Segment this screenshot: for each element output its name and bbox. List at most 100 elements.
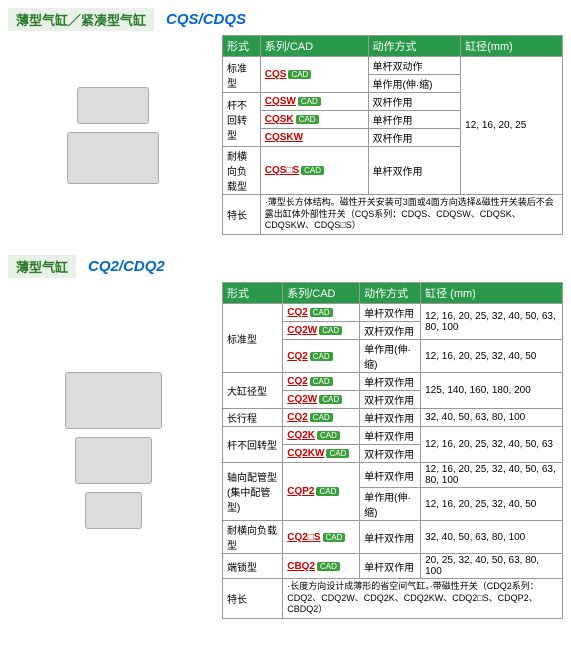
cell-series: CQSKW	[260, 129, 368, 147]
cell-feature-text: ·薄型长方体结构。磁性开关安装可3面或4面方向选择&磁性开关装后不会露出缸体外部…	[260, 195, 562, 235]
th-series: 系列/CAD	[283, 283, 360, 304]
cad-badge-icon[interactable]: CAD	[317, 431, 340, 440]
cad-badge-icon[interactable]: CAD	[317, 562, 340, 571]
table-row: 轴向配管型 (集中配管型) CQP2CAD 单杆双作用 12, 16, 20, …	[223, 463, 563, 488]
cell-series: CQS□SCAD	[260, 147, 368, 195]
spec-table-cqs: 形式 系列/CAD 动作方式 缸径(mm) 标准型 CQSCAD 单杆双动作 1…	[222, 35, 563, 235]
cad-badge-icon[interactable]: CAD	[323, 533, 346, 542]
series-link[interactable]: CQ2K	[287, 430, 315, 441]
cell-bore: 32, 40, 50, 63, 80, 100	[421, 521, 563, 554]
series-link[interactable]: CQ2	[287, 351, 308, 362]
cad-badge-icon[interactable]: CAD	[301, 166, 324, 175]
cell-action: 单杆双动作	[368, 57, 461, 75]
cell-series: CQ2KWCAD	[283, 445, 360, 463]
cell-action: 单作用(伸·缩)	[368, 75, 461, 93]
th-bore: 缸径 (mm)	[421, 283, 563, 304]
cell-series: CQ2WCAD	[283, 322, 360, 340]
cell-series: CQ2CAD	[283, 409, 360, 427]
cell-series: CQ2WCAD	[283, 391, 360, 409]
table-row-feature: 特长 ·薄型长方体结构。磁性开关安装可3面或4面方向选择&磁性开关装后不会露出缸…	[223, 195, 563, 235]
cell-action: 单作用(伸·缩)	[360, 340, 421, 373]
cad-badge-icon[interactable]: CAD	[319, 395, 342, 404]
series-link[interactable]: CQ2□S	[287, 532, 320, 543]
table-row: 长行程 CQ2CAD 单杆双作用 32, 40, 50, 63, 80, 100	[223, 409, 563, 427]
product-image-cq2	[8, 282, 218, 619]
cad-badge-icon[interactable]: CAD	[310, 352, 333, 361]
table-row: 杆不回转型 CQ2KCAD 单杆双作用 12, 16, 20, 25, 32, …	[223, 427, 563, 445]
cell-series: CBQ2CAD	[283, 554, 360, 579]
cell-bore: 20, 25, 32, 40, 50, 63, 80, 100	[421, 554, 563, 579]
series-link[interactable]: CQS	[265, 69, 287, 80]
cell-bore: 12, 16, 20, 25, 32, 40, 50, 63, 80, 100	[421, 304, 563, 340]
th-form: 形式	[223, 36, 261, 57]
cell-feature-label: 特长	[223, 195, 261, 235]
cell-action: 单杆双作用	[360, 304, 421, 322]
table-row: 端锁型 CBQ2CAD 单杆双作用 20, 25, 32, 40, 50, 63…	[223, 554, 563, 579]
table-row: 耐横向负载型 CQ2□SCAD 单杆双作用 32, 40, 50, 63, 80…	[223, 521, 563, 554]
cell-feature-text: ·长度方向设计成薄形的省空间气缸。·带磁性开关（CDQ2系列：CDQ2、CDQ2…	[283, 579, 563, 619]
cell-form: 杆不回转型	[223, 93, 261, 147]
cell-form: 端锁型	[223, 554, 283, 579]
cell-form: 耐横向负载型	[223, 521, 283, 554]
cad-badge-icon[interactable]: CAD	[288, 70, 311, 79]
series-link[interactable]: CQSK	[265, 114, 294, 125]
cell-form: 大缸径型	[223, 373, 283, 409]
cell-bore: 12, 16, 20, 25, 32, 40, 50	[421, 340, 563, 373]
section-cq2: 薄型气缸 CQ2/CDQ2 形式 系列/CAD 动作方式 缸径 (mm) 标准型…	[8, 255, 563, 619]
table-row: 标准型 CQSCAD 单杆双动作 12, 16, 20, 25	[223, 57, 563, 75]
table-row: 标准型 CQ2CAD 单杆双作用 12, 16, 20, 25, 32, 40,…	[223, 304, 563, 322]
series-link[interactable]: CQS□S	[265, 165, 299, 176]
section-cqs: 薄型气缸／紧凑型气缸 CQS/CDQS 形式 系列/CAD 动作方式 缸径(mm…	[8, 8, 563, 235]
cell-action: 单杆双作用	[360, 521, 421, 554]
section-model: CQS/CDQS	[166, 11, 246, 28]
cell-action: 单杆双作用	[360, 373, 421, 391]
cell-form: 轴向配管型 (集中配管型)	[223, 463, 283, 521]
cell-series: CQ2CAD	[283, 340, 360, 373]
cell-series: CQSCAD	[260, 57, 368, 93]
cell-action: 单杆作用	[368, 111, 461, 129]
cell-action: 双杆作用	[368, 129, 461, 147]
series-link[interactable]: CQSW	[265, 96, 296, 107]
cad-badge-icon[interactable]: CAD	[298, 97, 321, 106]
table-row-feature: 特长 ·长度方向设计成薄形的省空间气缸。·带磁性开关（CDQ2系列：CDQ2、C…	[223, 579, 563, 619]
cell-action: 单杆双作用	[360, 463, 421, 488]
series-link[interactable]: CQ2	[287, 307, 308, 318]
cell-series: CQSWCAD	[260, 93, 368, 111]
cad-badge-icon[interactable]: CAD	[310, 308, 333, 317]
cad-badge-icon[interactable]: CAD	[296, 115, 319, 124]
section-header: 薄型气缸 CQ2/CDQ2	[8, 255, 563, 278]
cad-badge-icon[interactable]: CAD	[316, 487, 339, 496]
cell-series: CQ2□SCAD	[283, 521, 360, 554]
cell-action: 单杆双作用	[368, 147, 461, 195]
series-link[interactable]: CQ2W	[287, 325, 317, 336]
cell-form: 长行程	[223, 409, 283, 427]
series-link[interactable]: CBQ2	[287, 561, 315, 572]
th-action: 动作方式	[368, 36, 461, 57]
cad-badge-icon[interactable]: CAD	[319, 326, 342, 335]
cad-badge-icon[interactable]: CAD	[310, 413, 333, 422]
cell-series: CQSKCAD	[260, 111, 368, 129]
cell-series: CQ2KCAD	[283, 427, 360, 445]
cell-action: 单作用(伸·缩)	[360, 488, 421, 521]
cell-bore: 12, 16, 20, 25, 32, 40, 50, 63	[421, 427, 563, 463]
series-link[interactable]: CQSKW	[265, 132, 303, 143]
series-link[interactable]: CQP2	[287, 486, 314, 497]
cell-series: CQP2CAD	[283, 463, 360, 521]
cell-series: CQ2CAD	[283, 373, 360, 391]
cad-badge-icon[interactable]: CAD	[326, 449, 349, 458]
cell-form: 标准型	[223, 304, 283, 373]
cell-bore: 12, 16, 20, 25	[461, 57, 563, 195]
cell-series: CQ2CAD	[283, 304, 360, 322]
cell-action: 单杆双作用	[360, 554, 421, 579]
cell-bore: 12, 16, 20, 25, 32, 40, 50	[421, 488, 563, 521]
cell-bore: 12, 16, 20, 25, 32, 40, 50, 63, 80, 100	[421, 463, 563, 488]
series-link[interactable]: CQ2KW	[287, 448, 324, 459]
series-link[interactable]: CQ2	[287, 376, 308, 387]
series-link[interactable]: CQ2W	[287, 394, 317, 405]
th-action: 动作方式	[360, 283, 421, 304]
cell-form: 杆不回转型	[223, 427, 283, 463]
cad-badge-icon[interactable]: CAD	[310, 377, 333, 386]
cell-action: 双杆双作用	[360, 445, 421, 463]
cell-action: 双杆作用	[368, 93, 461, 111]
series-link[interactable]: CQ2	[287, 412, 308, 423]
